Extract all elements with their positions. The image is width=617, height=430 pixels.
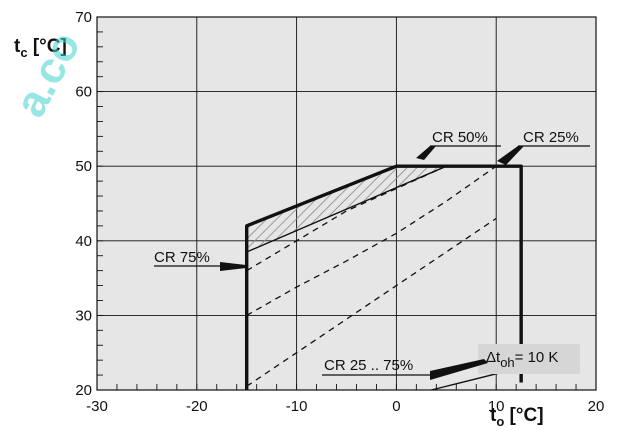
arrow-cr25: [497, 146, 524, 165]
plot-frame: [96, 16, 597, 391]
tick-labels: -30 -20 -10 0 10 20 20 30 40 50 60 70: [75, 9, 604, 415]
y-tick-label: 70: [75, 9, 92, 26]
y-tick-label: 30: [75, 307, 92, 324]
x-tick-label: -30: [86, 398, 108, 415]
y-tick-label: 40: [75, 233, 92, 250]
annotation-cr75: CR 75%: [154, 249, 246, 271]
series-lines: [244, 164, 523, 391]
y-tick-label: 60: [75, 84, 92, 101]
series-line-2: [246, 165, 447, 272]
x-tick-label: -20: [186, 398, 208, 415]
label-cr50: CR 50%: [432, 129, 488, 146]
annotation-cr50: CR 50%: [416, 129, 501, 160]
label-cr25-75: CR 25 .. 75%: [324, 357, 413, 374]
series-line-3: [246, 165, 497, 316]
y-tick-label: 50: [75, 158, 92, 175]
arrow-cr75: [220, 262, 246, 271]
label-dt-oh: Δtoh= 10 K: [486, 349, 558, 370]
x-tick-label: 20: [588, 398, 605, 415]
label-cr75: CR 75%: [154, 249, 210, 266]
label-cr25: CR 25%: [523, 129, 579, 146]
x-tick-label: -10: [286, 398, 308, 415]
arrow-cr50: [416, 146, 436, 160]
arrow-cr25-75: [430, 359, 488, 380]
x-axis-title: to [°C]: [490, 405, 544, 429]
annotation-dt-oh: Δtoh= 10 K: [486, 349, 558, 370]
x-tick-label: 0: [392, 398, 400, 415]
dt-oh-box: [478, 344, 580, 374]
x-tick-label: 10: [488, 398, 505, 415]
annotation-cr25-75: CR 25 .. 75%: [322, 357, 488, 380]
y-axis-title: tc [°C]: [14, 36, 67, 60]
annotation-cr25: CR 25%: [497, 129, 590, 165]
y-tick-label: 20: [75, 382, 92, 399]
